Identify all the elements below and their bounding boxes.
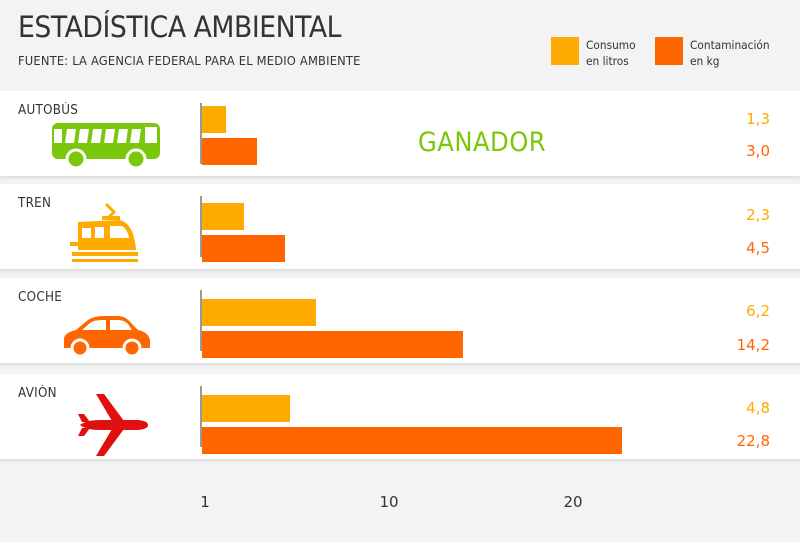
value-consumo-coche: 6,2	[690, 302, 770, 320]
category-label-autobus: AUTOBÚS	[18, 103, 78, 118]
bar-consumo-autobus	[202, 106, 226, 133]
bar-contaminacion-autobus	[202, 138, 257, 165]
legend-label-contaminacion: Contaminación en kg	[690, 37, 800, 69]
value-contaminacion-tren: 4,5	[690, 239, 770, 257]
row-avion: AVIÓN 4,8 22,8	[0, 374, 800, 459]
chart-title: ESTADÍSTICA AMBIENTAL	[18, 10, 341, 44]
category-label-tren: TREN	[18, 196, 51, 211]
x-tick-label: 1	[200, 493, 210, 511]
x-tick-label: 20	[563, 493, 582, 511]
car-icon	[60, 314, 152, 358]
legend-swatch-contaminacion	[655, 37, 683, 65]
bar-consumo-coche	[202, 299, 316, 326]
plane-icon	[76, 392, 150, 458]
bar-contaminacion-avion	[202, 427, 622, 454]
winner-label: GANADOR	[418, 127, 546, 158]
category-label-coche: COCHE	[18, 290, 62, 305]
value-consumo-tren: 2,3	[690, 206, 770, 224]
bar-contaminacion-tren	[202, 235, 285, 262]
train-icon	[70, 202, 140, 264]
legend-swatch-consumo	[551, 37, 579, 65]
chart-subtitle: FUENTE: LA AGENCIA FEDERAL PARA EL MEDIO…	[18, 53, 361, 68]
row-autobus: AUTOBÚS GANADOR 1,3 3,0	[0, 91, 800, 176]
header: ESTADÍSTICA AMBIENTAL FUENTE: LA AGENCIA…	[0, 0, 800, 84]
category-label-avion: AVIÓN	[18, 386, 57, 401]
value-contaminacion-avion: 22,8	[690, 432, 770, 450]
value-consumo-autobus: 1,3	[690, 110, 770, 128]
bar-contaminacion-coche	[202, 331, 463, 358]
row-tren: TREN 2,3 4,5	[0, 184, 800, 269]
value-contaminacion-coche: 14,2	[690, 336, 770, 354]
bar-consumo-tren	[202, 203, 244, 230]
bus-icon	[50, 121, 162, 169]
row-coche: COCHE 6,2 14,2	[0, 278, 800, 363]
bar-consumo-avion	[202, 395, 290, 422]
value-contaminacion-autobus: 3,0	[690, 142, 770, 160]
x-tick-label: 10	[379, 493, 398, 511]
value-consumo-avion: 4,8	[690, 399, 770, 417]
